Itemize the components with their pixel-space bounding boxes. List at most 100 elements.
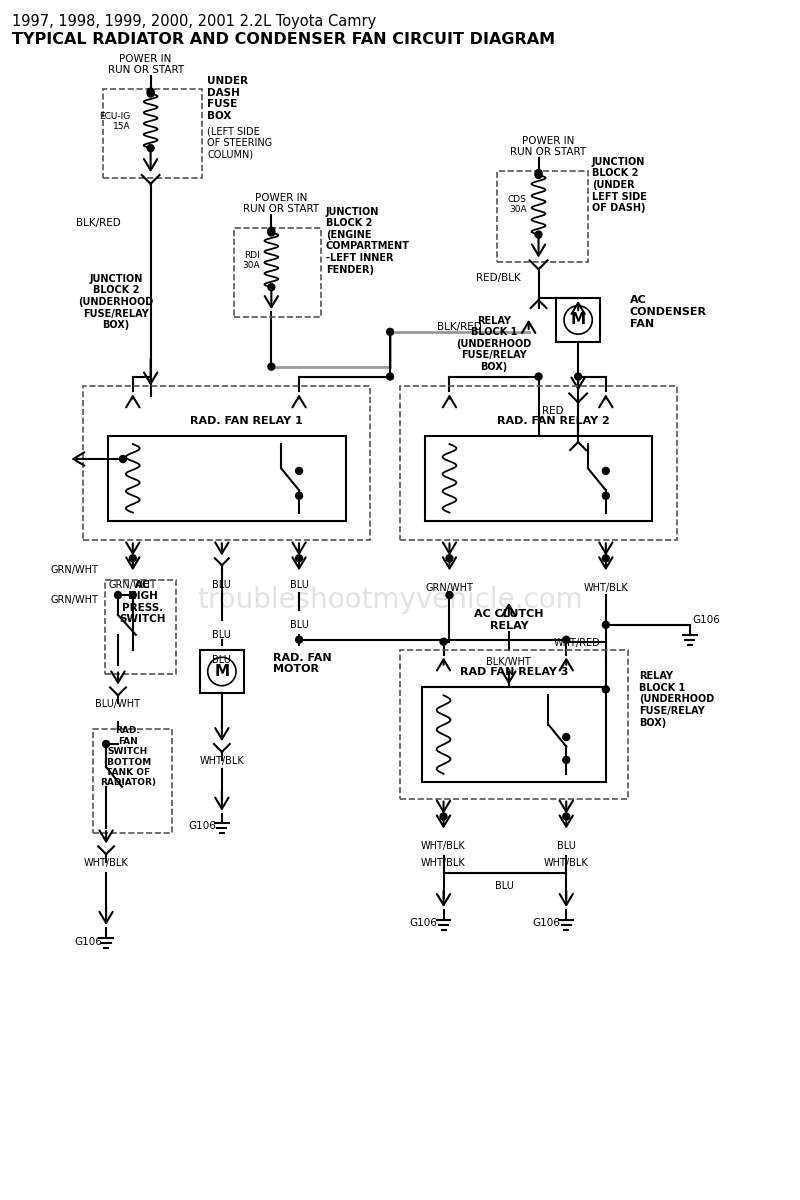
- Circle shape: [268, 229, 275, 236]
- Text: BLU: BLU: [495, 881, 514, 890]
- Bar: [83, 386, 370, 540]
- Text: RED/BLK: RED/BLK: [476, 274, 521, 283]
- Text: RED: RED: [542, 407, 563, 416]
- Bar: [556, 298, 600, 342]
- Text: POWER IN: POWER IN: [119, 54, 172, 64]
- Circle shape: [602, 622, 610, 629]
- Circle shape: [535, 373, 542, 380]
- Text: BLU: BLU: [290, 620, 309, 630]
- Text: RAD FAN RELAY 3: RAD FAN RELAY 3: [460, 666, 568, 677]
- Bar: [105, 580, 176, 674]
- Text: RELAY
BLOCK 1
(UNDERHOOD
FUSE/RELAY
BOX): RELAY BLOCK 1 (UNDERHOOD FUSE/RELAY BOX): [639, 671, 714, 727]
- Text: BLU: BLU: [557, 841, 576, 851]
- Text: BLU: BLU: [213, 630, 231, 640]
- Text: JUNCTION
BLOCK 2
(UNDER
LEFT SIDE
OF DASH): JUNCTION BLOCK 2 (UNDER LEFT SIDE OF DAS…: [592, 157, 647, 214]
- Text: BLU/WHT: BLU/WHT: [95, 700, 141, 709]
- Text: RUN OR START: RUN OR START: [510, 148, 586, 157]
- Circle shape: [535, 169, 542, 176]
- Text: GRN/WHT: GRN/WHT: [50, 595, 98, 605]
- Circle shape: [119, 456, 126, 462]
- Text: GRN/WHT: GRN/WHT: [426, 583, 474, 593]
- Circle shape: [102, 740, 110, 748]
- Text: AC
HIGH
PRESS.
SWITCH: AC HIGH PRESS. SWITCH: [119, 580, 166, 624]
- Circle shape: [446, 592, 453, 599]
- Circle shape: [386, 329, 394, 335]
- Text: JUNCTION
BLOCK 2
(ENGINE
COMPARTMENT
-LEFT INNER
FENDER): JUNCTION BLOCK 2 (ENGINE COMPARTMENT -LE…: [326, 206, 410, 275]
- Circle shape: [440, 814, 447, 820]
- Text: WHT/BLK: WHT/BLK: [544, 858, 589, 868]
- Text: WHT/BLK: WHT/BLK: [421, 841, 466, 851]
- Bar: [422, 688, 606, 781]
- Bar: [234, 228, 321, 317]
- Circle shape: [562, 733, 570, 740]
- Circle shape: [114, 592, 122, 599]
- Text: BLK/RED: BLK/RED: [76, 217, 121, 228]
- Circle shape: [295, 468, 302, 474]
- Text: CDS
30A: CDS 30A: [508, 196, 526, 215]
- Circle shape: [602, 686, 610, 692]
- Circle shape: [602, 468, 610, 474]
- Text: UNDER
DASH
FUSE
BOX: UNDER DASH FUSE BOX: [207, 76, 248, 121]
- Text: RAD. FAN RELAY 1: RAD. FAN RELAY 1: [190, 416, 303, 426]
- Text: RELAY
BLOCK 1
(UNDERHOOD
FUSE/RELAY
BOX): RELAY BLOCK 1 (UNDERHOOD FUSE/RELAY BOX): [456, 316, 532, 372]
- Circle shape: [130, 554, 136, 562]
- Text: RUN OR START: RUN OR START: [243, 204, 319, 214]
- Text: G106: G106: [533, 918, 560, 928]
- Circle shape: [535, 172, 542, 179]
- Bar: [200, 649, 244, 694]
- Text: AC CLUTCH
RELAY: AC CLUTCH RELAY: [474, 610, 544, 631]
- Circle shape: [295, 492, 302, 499]
- Text: M: M: [570, 312, 586, 328]
- Text: WHT/RED: WHT/RED: [554, 637, 601, 648]
- Circle shape: [562, 756, 570, 763]
- Text: WHT/BLK: WHT/BLK: [84, 858, 129, 868]
- Circle shape: [295, 554, 302, 562]
- Text: TYPICAL RADIATOR AND CONDENSER FAN CIRCUIT DIAGRAM: TYPICAL RADIATOR AND CONDENSER FAN CIRCU…: [12, 32, 555, 47]
- Circle shape: [562, 636, 570, 643]
- Bar: [103, 89, 202, 178]
- Text: BLK/WHT: BLK/WHT: [486, 656, 531, 666]
- Circle shape: [535, 232, 542, 238]
- Bar: [425, 436, 652, 521]
- Circle shape: [295, 636, 302, 643]
- Text: RAD.
FAN
SWITCH
(BOTTOM
TANK OF
RADIATOR): RAD. FAN SWITCH (BOTTOM TANK OF RADIATOR…: [100, 726, 156, 787]
- Circle shape: [268, 283, 275, 290]
- Circle shape: [562, 814, 570, 820]
- Text: BLU: BLU: [213, 580, 231, 590]
- Text: G106: G106: [410, 918, 438, 928]
- Text: RDI
30A: RDI 30A: [242, 251, 259, 270]
- Text: WHT/BLK: WHT/BLK: [421, 858, 466, 868]
- Bar: [94, 730, 172, 833]
- Text: 1997, 1998, 1999, 2000, 2001 2.2L Toyota Camry: 1997, 1998, 1999, 2000, 2001 2.2L Toyota…: [12, 14, 376, 29]
- Circle shape: [268, 364, 275, 370]
- Text: G106: G106: [188, 822, 216, 832]
- Circle shape: [130, 592, 136, 599]
- Text: ECU-IG
15A: ECU-IG 15A: [99, 112, 131, 131]
- Text: BLU: BLU: [213, 654, 231, 665]
- Circle shape: [446, 554, 453, 562]
- Circle shape: [268, 227, 275, 234]
- Circle shape: [147, 90, 154, 97]
- Text: GRN/WHT: GRN/WHT: [50, 565, 98, 575]
- Text: WHT/BLK: WHT/BLK: [583, 583, 628, 593]
- Text: RAD. FAN
MOTOR: RAD. FAN MOTOR: [274, 653, 332, 674]
- Text: WHT/BLK: WHT/BLK: [199, 756, 244, 766]
- Text: RUN OR START: RUN OR START: [108, 65, 184, 74]
- Text: BLK/RED: BLK/RED: [437, 322, 482, 332]
- Text: troubleshootmyvehicle.com: troubleshootmyvehicle.com: [198, 586, 583, 614]
- Text: GRN/WHT: GRN/WHT: [109, 580, 157, 590]
- Text: POWER IN: POWER IN: [522, 137, 574, 146]
- Text: POWER IN: POWER IN: [255, 193, 307, 203]
- Circle shape: [440, 638, 447, 646]
- Bar: [497, 170, 588, 263]
- Circle shape: [602, 492, 610, 499]
- Text: M: M: [214, 664, 230, 679]
- Text: RAD. FAN RELAY 2: RAD. FAN RELAY 2: [497, 416, 610, 426]
- Text: AC
CONDENSER
FAN: AC CONDENSER FAN: [630, 295, 706, 329]
- Text: G106: G106: [692, 614, 720, 625]
- Text: JUNCTION
BLOCK 2
(UNDERHOOD
FUSE/RELAY
BOX): JUNCTION BLOCK 2 (UNDERHOOD FUSE/RELAY B…: [78, 274, 154, 330]
- Text: BLU: BLU: [290, 580, 309, 590]
- Bar: [400, 386, 677, 540]
- Bar: [108, 436, 346, 521]
- Circle shape: [147, 88, 154, 95]
